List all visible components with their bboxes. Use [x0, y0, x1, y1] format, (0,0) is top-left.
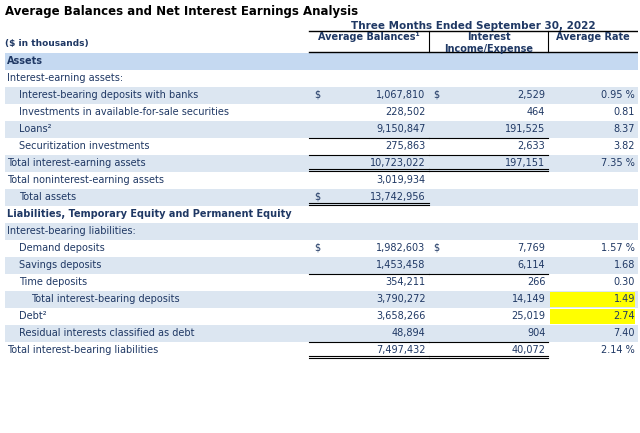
Text: 1.57 %: 1.57 % — [601, 242, 635, 252]
Text: Debt²: Debt² — [19, 310, 47, 320]
Bar — [5, 307, 638, 324]
Bar — [5, 171, 638, 188]
Text: 2,633: 2,633 — [518, 141, 545, 151]
Text: 25,019: 25,019 — [511, 310, 545, 320]
Text: 0.95 %: 0.95 % — [601, 90, 635, 100]
Bar — [550, 308, 635, 323]
Text: Interest-bearing deposits with banks: Interest-bearing deposits with banks — [19, 90, 198, 100]
Text: 0.30: 0.30 — [614, 277, 635, 287]
Text: 3.82: 3.82 — [614, 141, 635, 151]
Text: Interest-earning assets:: Interest-earning assets: — [7, 73, 123, 83]
Bar — [550, 291, 635, 307]
Text: Total noninterest-earning assets: Total noninterest-earning assets — [7, 174, 164, 184]
Text: $: $ — [314, 90, 320, 100]
Text: Three Months Ended September 30, 2022: Three Months Ended September 30, 2022 — [351, 21, 596, 31]
Text: 1,453,458: 1,453,458 — [376, 259, 426, 270]
Text: 1.49: 1.49 — [614, 294, 635, 304]
Text: 13,742,956: 13,742,956 — [370, 191, 426, 201]
Text: Total interest-bearing liabilities: Total interest-bearing liabilities — [7, 345, 158, 355]
Text: 2,529: 2,529 — [517, 90, 545, 100]
Text: 228,502: 228,502 — [385, 107, 426, 116]
Bar — [5, 291, 638, 307]
Text: Average Balances and Net Interest Earnings Analysis: Average Balances and Net Interest Earnin… — [5, 5, 358, 18]
Text: 191,525: 191,525 — [505, 123, 545, 133]
Text: 7,497,432: 7,497,432 — [376, 345, 426, 355]
Text: Savings deposits: Savings deposits — [19, 259, 101, 270]
Text: 10,723,022: 10,723,022 — [370, 158, 426, 168]
Bar — [5, 274, 638, 291]
Text: Total assets: Total assets — [19, 191, 76, 201]
Text: Time deposits: Time deposits — [19, 277, 87, 287]
Text: 7,769: 7,769 — [517, 242, 545, 252]
Text: 40,072: 40,072 — [511, 345, 545, 355]
Text: 14,149: 14,149 — [511, 294, 545, 304]
Text: 3,790,272: 3,790,272 — [376, 294, 426, 304]
Text: Demand deposits: Demand deposits — [19, 242, 105, 252]
Text: Investments in available-for-sale securities: Investments in available-for-sale securi… — [19, 107, 229, 116]
Text: Average Balances¹: Average Balances¹ — [318, 32, 420, 42]
Bar — [5, 155, 638, 171]
Text: 9,150,847: 9,150,847 — [376, 123, 426, 133]
Text: 266: 266 — [527, 277, 545, 287]
Text: 6,114: 6,114 — [518, 259, 545, 270]
Text: 8.37: 8.37 — [614, 123, 635, 133]
Text: 7.40: 7.40 — [614, 327, 635, 338]
Text: Average Rate: Average Rate — [556, 32, 630, 42]
Text: 904: 904 — [527, 327, 545, 338]
Text: Interest-bearing liabilities:: Interest-bearing liabilities: — [7, 226, 136, 236]
Text: 3,019,934: 3,019,934 — [376, 174, 426, 184]
Bar — [5, 188, 638, 206]
Bar — [5, 206, 638, 223]
Text: Residual interests classified as debt: Residual interests classified as debt — [19, 327, 195, 338]
Text: $: $ — [434, 242, 440, 252]
Text: $: $ — [314, 191, 320, 201]
Text: ($ in thousands): ($ in thousands) — [5, 39, 88, 48]
Bar — [5, 138, 638, 155]
Text: 48,894: 48,894 — [392, 327, 426, 338]
Bar — [5, 324, 638, 342]
Bar — [5, 239, 638, 256]
Bar — [5, 70, 638, 87]
Text: 7.35 %: 7.35 % — [601, 158, 635, 168]
Bar — [5, 52, 638, 70]
Text: 354,211: 354,211 — [385, 277, 426, 287]
Bar — [5, 256, 638, 274]
Bar — [5, 223, 638, 239]
Text: 1.68: 1.68 — [614, 259, 635, 270]
Text: Liabilities, Temporary Equity and Permanent Equity: Liabilities, Temporary Equity and Perman… — [7, 209, 292, 219]
Text: 464: 464 — [527, 107, 545, 116]
Text: Total interest-bearing deposits: Total interest-bearing deposits — [31, 294, 180, 304]
Text: $: $ — [314, 242, 320, 252]
Text: Securitization investments: Securitization investments — [19, 141, 150, 151]
Text: 0.81: 0.81 — [614, 107, 635, 116]
Bar — [5, 342, 638, 359]
Bar — [5, 103, 638, 120]
Text: $: $ — [434, 90, 440, 100]
Text: 2.14 %: 2.14 % — [601, 345, 635, 355]
Text: Total interest-earning assets: Total interest-earning assets — [7, 158, 146, 168]
Text: Assets: Assets — [7, 55, 43, 65]
Text: Interest
Income/Expense: Interest Income/Expense — [444, 32, 533, 55]
Text: 1,067,810: 1,067,810 — [376, 90, 426, 100]
Text: 275,863: 275,863 — [385, 141, 426, 151]
Text: Loans²: Loans² — [19, 123, 51, 133]
Text: 2.74: 2.74 — [613, 310, 635, 320]
Text: 3,658,266: 3,658,266 — [376, 310, 426, 320]
Text: 1,982,603: 1,982,603 — [376, 242, 426, 252]
Text: 197,151: 197,151 — [505, 158, 545, 168]
Bar — [5, 87, 638, 103]
Bar — [5, 120, 638, 138]
